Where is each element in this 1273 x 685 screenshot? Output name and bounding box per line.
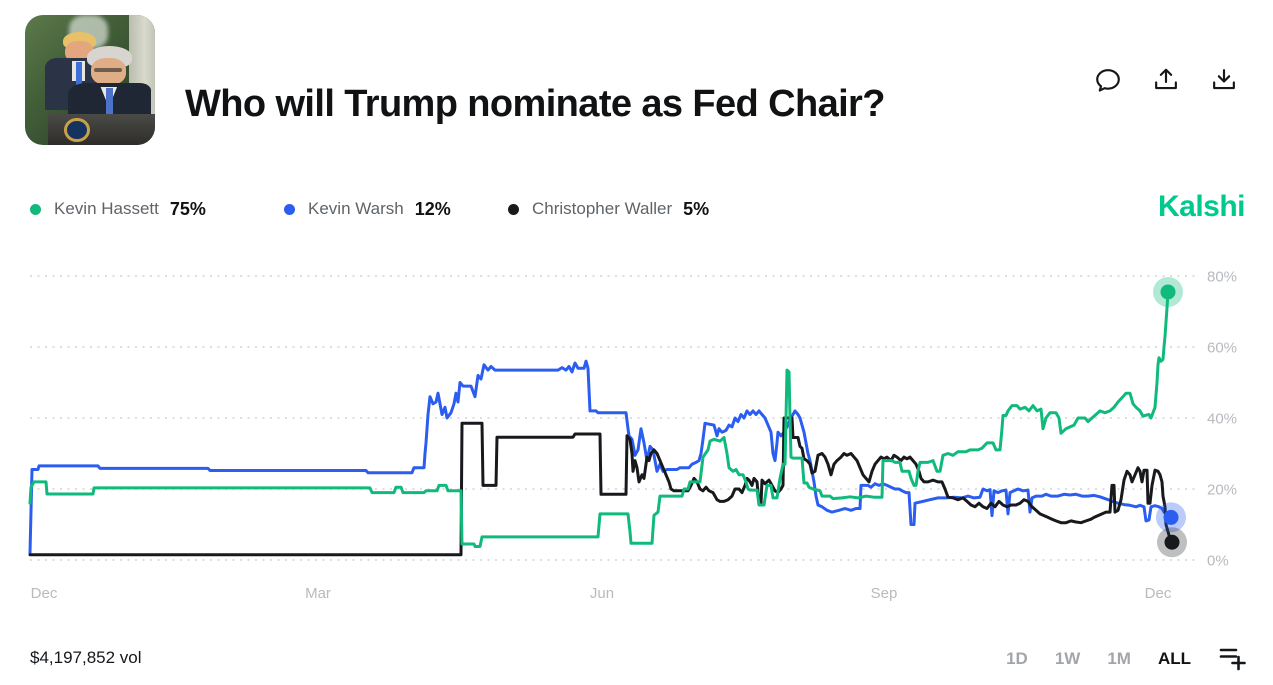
share-icon[interactable]: [1149, 64, 1183, 98]
legend-dot-black: [508, 203, 519, 215]
volume-label: $4,197,852 vol: [30, 648, 142, 667]
legend-value: 5%: [683, 198, 710, 219]
legend-value: 75%: [169, 198, 206, 219]
legend-dot-green: [30, 203, 41, 215]
legend-name: Kevin Hassett: [54, 199, 159, 218]
svg-text:40%: 40%: [1207, 411, 1237, 428]
range-1m-button[interactable]: 1M: [1107, 649, 1131, 668]
svg-text:60%: 60%: [1207, 340, 1237, 357]
range-1w-button[interactable]: 1W: [1054, 649, 1081, 668]
presidential-seal: [64, 117, 90, 143]
legend-dot-blue: [284, 203, 295, 215]
comment-icon[interactable]: [1091, 64, 1125, 98]
svg-text:Mar: Mar: [305, 585, 331, 602]
legend-name: Kevin Warsh: [308, 199, 404, 218]
page-title: Who will Trump nominate as Fed Chair?: [185, 83, 885, 126]
legend-item-hassett[interactable]: Kevin Hassett 75%: [30, 197, 206, 221]
legend-value: 12%: [414, 198, 451, 219]
chart-line-plot: 0% 20% 40% 60% 80% Dec Mar Jun Sep Dec: [28, 269, 1237, 602]
svg-text:Sep: Sep: [871, 585, 898, 602]
add-to-watchlist-icon[interactable]: [1218, 646, 1248, 672]
legend-item-warsh[interactable]: Kevin Warsh 12%: [284, 197, 451, 221]
svg-text:Jun: Jun: [590, 585, 614, 602]
legend-item-waller[interactable]: Christopher Waller 5%: [508, 197, 709, 221]
price-chart[interactable]: 0% 20% 40% 60% 80% Dec Mar Jun Sep Dec: [0, 255, 1273, 620]
kalshi-logo[interactable]: Kalshi: [1157, 190, 1246, 223]
svg-text:20%: 20%: [1207, 482, 1237, 499]
time-range-selector: 1D 1W 1M ALL: [1006, 646, 1248, 672]
svg-text:Dec: Dec: [1145, 585, 1172, 602]
svg-text:Dec: Dec: [31, 585, 58, 602]
range-1d-button[interactable]: 1D: [1006, 649, 1028, 668]
legend-name: Christopher Waller: [532, 199, 673, 218]
svg-text:0%: 0%: [1207, 553, 1229, 570]
download-icon[interactable]: [1207, 64, 1241, 98]
svg-text:80%: 80%: [1207, 269, 1237, 286]
header-actions: [1091, 64, 1241, 98]
range-all-button[interactable]: ALL: [1157, 649, 1191, 668]
market-thumbnail: [25, 15, 155, 145]
